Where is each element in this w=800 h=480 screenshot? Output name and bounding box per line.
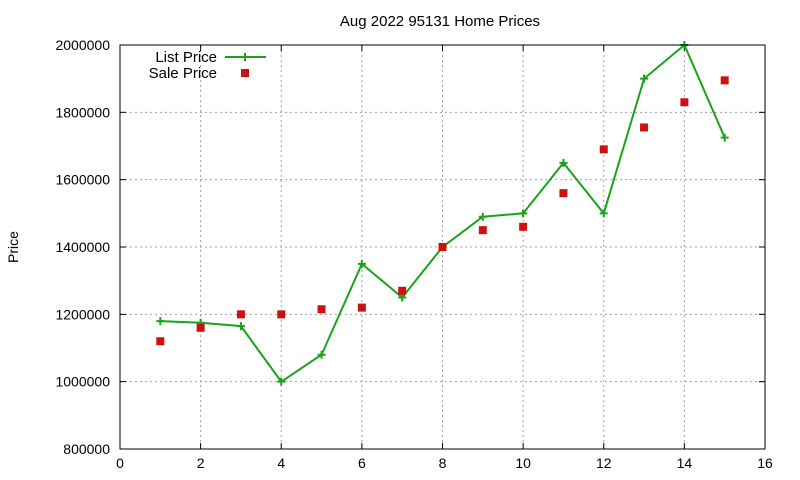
y-tick-label: 800000	[63, 441, 110, 457]
sale-price-point	[317, 305, 326, 314]
list-price-point	[236, 322, 245, 331]
y-tick-label: 1200000	[55, 306, 110, 322]
legend-label: Sale Price	[149, 65, 217, 82]
sale-price-point	[277, 310, 286, 319]
sale-price-point	[640, 123, 649, 132]
y-tick-label: 2000000	[55, 37, 110, 53]
x-tick-label: 2	[197, 455, 205, 471]
plot-frame	[119, 44, 766, 450]
list-price-point	[519, 209, 528, 218]
sale-price-point	[519, 222, 528, 231]
y-tick-label: 1600000	[55, 172, 110, 188]
x-tick-label: 6	[358, 455, 366, 471]
sale-price-point	[196, 323, 205, 332]
list-price-point	[357, 259, 366, 268]
list-price-point	[599, 209, 608, 218]
y-tick-label: 1400000	[55, 239, 110, 255]
x-tick-label: 12	[596, 455, 612, 471]
y-axis-label: Price	[5, 231, 21, 263]
sale-price-point	[398, 286, 407, 295]
sale-price-point	[236, 310, 245, 319]
x-tick-label: 10	[515, 455, 531, 471]
sale-price-point	[357, 303, 366, 312]
x-tick-label: 4	[277, 455, 285, 471]
series-list-price	[156, 41, 729, 386]
list-price-point	[720, 133, 729, 142]
sale-price-point	[720, 76, 729, 85]
list-price-point	[277, 377, 286, 386]
sale-price-point	[599, 145, 608, 154]
chart-title: Aug 2022 95131 Home Prices	[340, 13, 540, 30]
list-price-point	[640, 74, 649, 83]
y-tick-label: 1000000	[55, 374, 110, 390]
sale-price-point	[438, 243, 447, 251]
list-price-point	[156, 317, 165, 326]
sale-price-point	[559, 189, 568, 198]
list-price-point	[317, 350, 326, 359]
list-price-point	[559, 158, 568, 167]
y-tick-label: 1800000	[55, 104, 110, 120]
series-layer	[156, 41, 729, 386]
series-sale-price	[156, 76, 729, 346]
x-tick-label: 14	[677, 455, 693, 471]
tick-labels: 0 2 4 6 8 10 12 14 16 800000 1000000 1200000 1400000…	[55, 37, 773, 471]
list-price-point	[478, 212, 487, 221]
legend-label: List Price	[155, 49, 217, 66]
x-tick-label: 0	[116, 455, 124, 471]
sale-price-point	[680, 98, 689, 107]
x-tick-label: 16	[757, 455, 773, 471]
legend-swatch-square	[241, 69, 249, 77]
sale-price-point	[156, 337, 165, 346]
x-tick-label: 8	[439, 455, 447, 471]
legend-swatch-plus	[241, 53, 249, 61]
list-price-point	[398, 293, 407, 302]
sale-price-point	[478, 226, 487, 235]
